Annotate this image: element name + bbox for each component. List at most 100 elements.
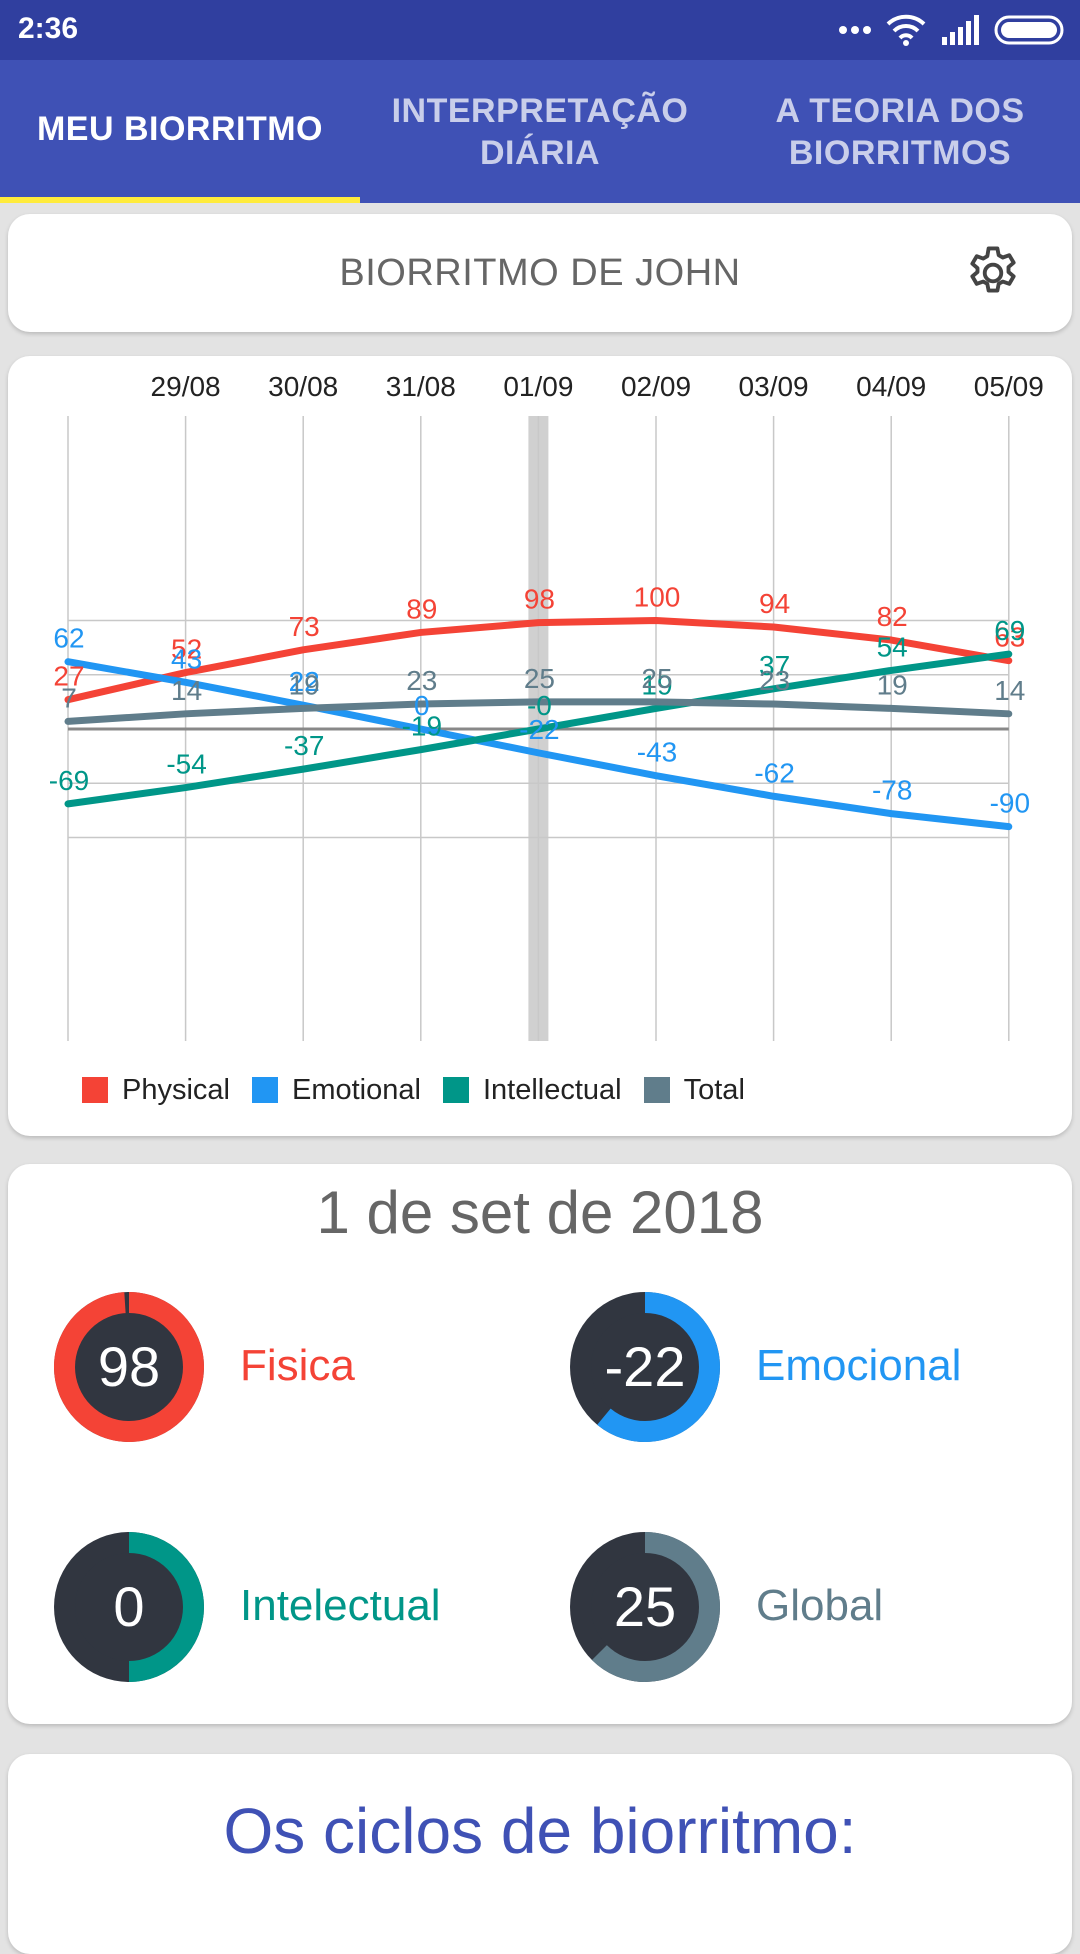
legend-swatch-total xyxy=(643,1077,670,1103)
x-tick-label: 29/08 xyxy=(151,371,221,402)
data-label-emotional: -43 xyxy=(637,737,677,768)
gauge-core xyxy=(75,1313,183,1421)
data-label-physical: 98 xyxy=(524,584,555,615)
data-label-physical: 100 xyxy=(634,582,681,613)
tab-meu-biorritmo[interactable]: MEU BIORRITMO xyxy=(0,60,360,203)
x-tick-label: 01/09 xyxy=(503,371,573,402)
data-label-intellectual: 37 xyxy=(759,650,790,681)
gauge-value-intellectual: 0 xyxy=(113,1575,145,1638)
more-dots-icon xyxy=(839,26,871,34)
cycles-title: Os ciclos de biorritmo: xyxy=(223,1795,857,1867)
legend-label-total: Total xyxy=(683,1073,745,1106)
data-label-emotional: 22 xyxy=(289,666,320,697)
tab-interpretacao-diaria[interactable]: INTERPRETAÇÃO DIÁRIA xyxy=(391,91,689,172)
gauge-arc-global xyxy=(591,1532,720,1682)
legend-item-total: Total xyxy=(643,1073,745,1107)
data-label-emotional: -62 xyxy=(754,757,794,788)
gauge-label-emotional: Emocional xyxy=(756,1341,962,1390)
tab-bar: MEU BIORRITMO INTERPRETAÇÃO DIÁRIA A TEO… xyxy=(0,60,1080,203)
data-label-emotional: 62 xyxy=(53,623,84,654)
gauge-intellectual: 0 Intelectual xyxy=(38,1510,598,1700)
status-time: 2:36 xyxy=(18,12,79,45)
summary-card: 1 de set de 2018 98 Fisica -22 Emocional… xyxy=(8,1164,1072,1724)
cycles-card: Os ciclos de biorritmo: xyxy=(8,1754,1072,1954)
gauge-value-emotional: -22 xyxy=(604,1335,686,1398)
gauge-value-physical: 98 xyxy=(97,1335,161,1398)
legend-item-physical: Physical xyxy=(82,1074,230,1107)
legend-swatch-emotional xyxy=(252,1077,278,1103)
series-line-physical xyxy=(64,617,1013,704)
data-label-emotional: 0 xyxy=(414,690,430,721)
data-label-emotional: -90 xyxy=(990,788,1030,819)
signal-icon xyxy=(942,15,979,45)
data-label-total: 23 xyxy=(759,665,790,696)
battery-icon xyxy=(994,15,1064,45)
data-label-total: 23 xyxy=(406,665,437,696)
x-tick-label: 02/09 xyxy=(621,371,691,402)
data-label-physical: 52 xyxy=(171,634,202,665)
biorhythm-chart[interactable]: 29/08 30/08 31/08 01/09 02/09 03/09 04/09 05/09… xyxy=(8,356,1072,1056)
gauge-global: 25 Global xyxy=(554,1510,1080,1700)
summary-date: 1 de set de 2018 xyxy=(316,1179,764,1246)
data-label-intellectual: 54 xyxy=(877,631,908,662)
gauge-label-physical: Fisica xyxy=(240,1341,355,1390)
gauge-emotional: -22 Emocional xyxy=(554,1270,1080,1460)
gauge-ring-emotional xyxy=(570,1292,720,1442)
data-label-emotional: 43 xyxy=(171,643,202,674)
gauge-ring-physical xyxy=(54,1292,204,1442)
tab-teoria-biorritmos[interactable]: A TEORIA DOS BIORRITMOS xyxy=(775,91,1025,172)
x-tick-label: 31/08 xyxy=(386,371,456,402)
data-label-total: 14 xyxy=(994,675,1025,706)
page-title: BIORRITMO DE JOHN xyxy=(339,252,741,294)
legend-item-intellectual: Intellectual xyxy=(442,1073,622,1107)
legend-label-emotional: Emotional xyxy=(292,1073,421,1106)
x-tick-label: 30/08 xyxy=(268,371,338,402)
series-line-intellectual xyxy=(64,650,1013,808)
data-label-total: 14 xyxy=(171,675,202,706)
series-line-total xyxy=(64,698,1013,725)
chart-card: 29/08 30/08 31/08 01/09 02/09 03/09 04/09 05/09… xyxy=(8,356,1072,1136)
data-label-physical: 94 xyxy=(759,588,790,619)
gauge-arc-physical xyxy=(54,1292,204,1442)
series-line-emotional xyxy=(64,658,1013,831)
legend-item-emotional: Emotional xyxy=(252,1074,421,1107)
data-label-intellectual: 69 xyxy=(994,615,1025,646)
header-card: BIORRITMO DE JOHN xyxy=(8,214,1072,332)
data-label-intellectual: -54 xyxy=(166,749,206,780)
chart-legend: Physical Emotional Intellectual Total xyxy=(82,1070,767,1110)
data-label-total: 25 xyxy=(524,663,555,694)
gauge-core xyxy=(591,1553,699,1661)
x-tick-label: 04/09 xyxy=(856,371,926,402)
gauge-physical: 98 Fisica xyxy=(38,1270,598,1460)
data-label-intellectual: -0 xyxy=(527,690,552,721)
data-label-emotional: -78 xyxy=(872,775,912,806)
gauge-value-global: 25 xyxy=(613,1575,677,1638)
data-label-intellectual: -37 xyxy=(284,730,324,761)
gauge-label-intellectual: Intelectual xyxy=(240,1581,441,1630)
x-tick-label: 03/09 xyxy=(739,371,809,402)
gauge-ring-global xyxy=(570,1532,720,1682)
data-label-physical: 63 xyxy=(994,622,1025,653)
data-label-physical: 82 xyxy=(877,601,908,632)
data-label-total: 25 xyxy=(641,663,672,694)
data-label-physical: 27 xyxy=(53,661,84,692)
data-label-total: 19 xyxy=(289,669,320,700)
gear-icon[interactable] xyxy=(962,242,1024,304)
x-tick-label: 05/09 xyxy=(974,371,1044,402)
data-label-total: 7 xyxy=(61,682,77,713)
legend-label-intellectual: Intellectual xyxy=(482,1073,622,1106)
data-label-total: 19 xyxy=(877,669,908,700)
data-label-physical: 73 xyxy=(289,611,320,642)
legend-swatch-intellectual xyxy=(442,1077,469,1103)
gauge-arc-intellectual xyxy=(128,1532,204,1682)
gauge-core xyxy=(591,1313,699,1421)
data-label-physical: 89 xyxy=(406,593,437,624)
gauge-ring-intellectual xyxy=(54,1532,204,1682)
legend-swatch-physical xyxy=(82,1077,108,1103)
gauge-arc-emotional xyxy=(597,1292,720,1442)
status-bar: 2:36 xyxy=(0,0,1080,60)
wifi-icon xyxy=(886,14,926,46)
data-label-intellectual: 19 xyxy=(641,669,672,700)
gauge-label-global: Global xyxy=(756,1581,884,1630)
status-icons xyxy=(838,10,1066,50)
